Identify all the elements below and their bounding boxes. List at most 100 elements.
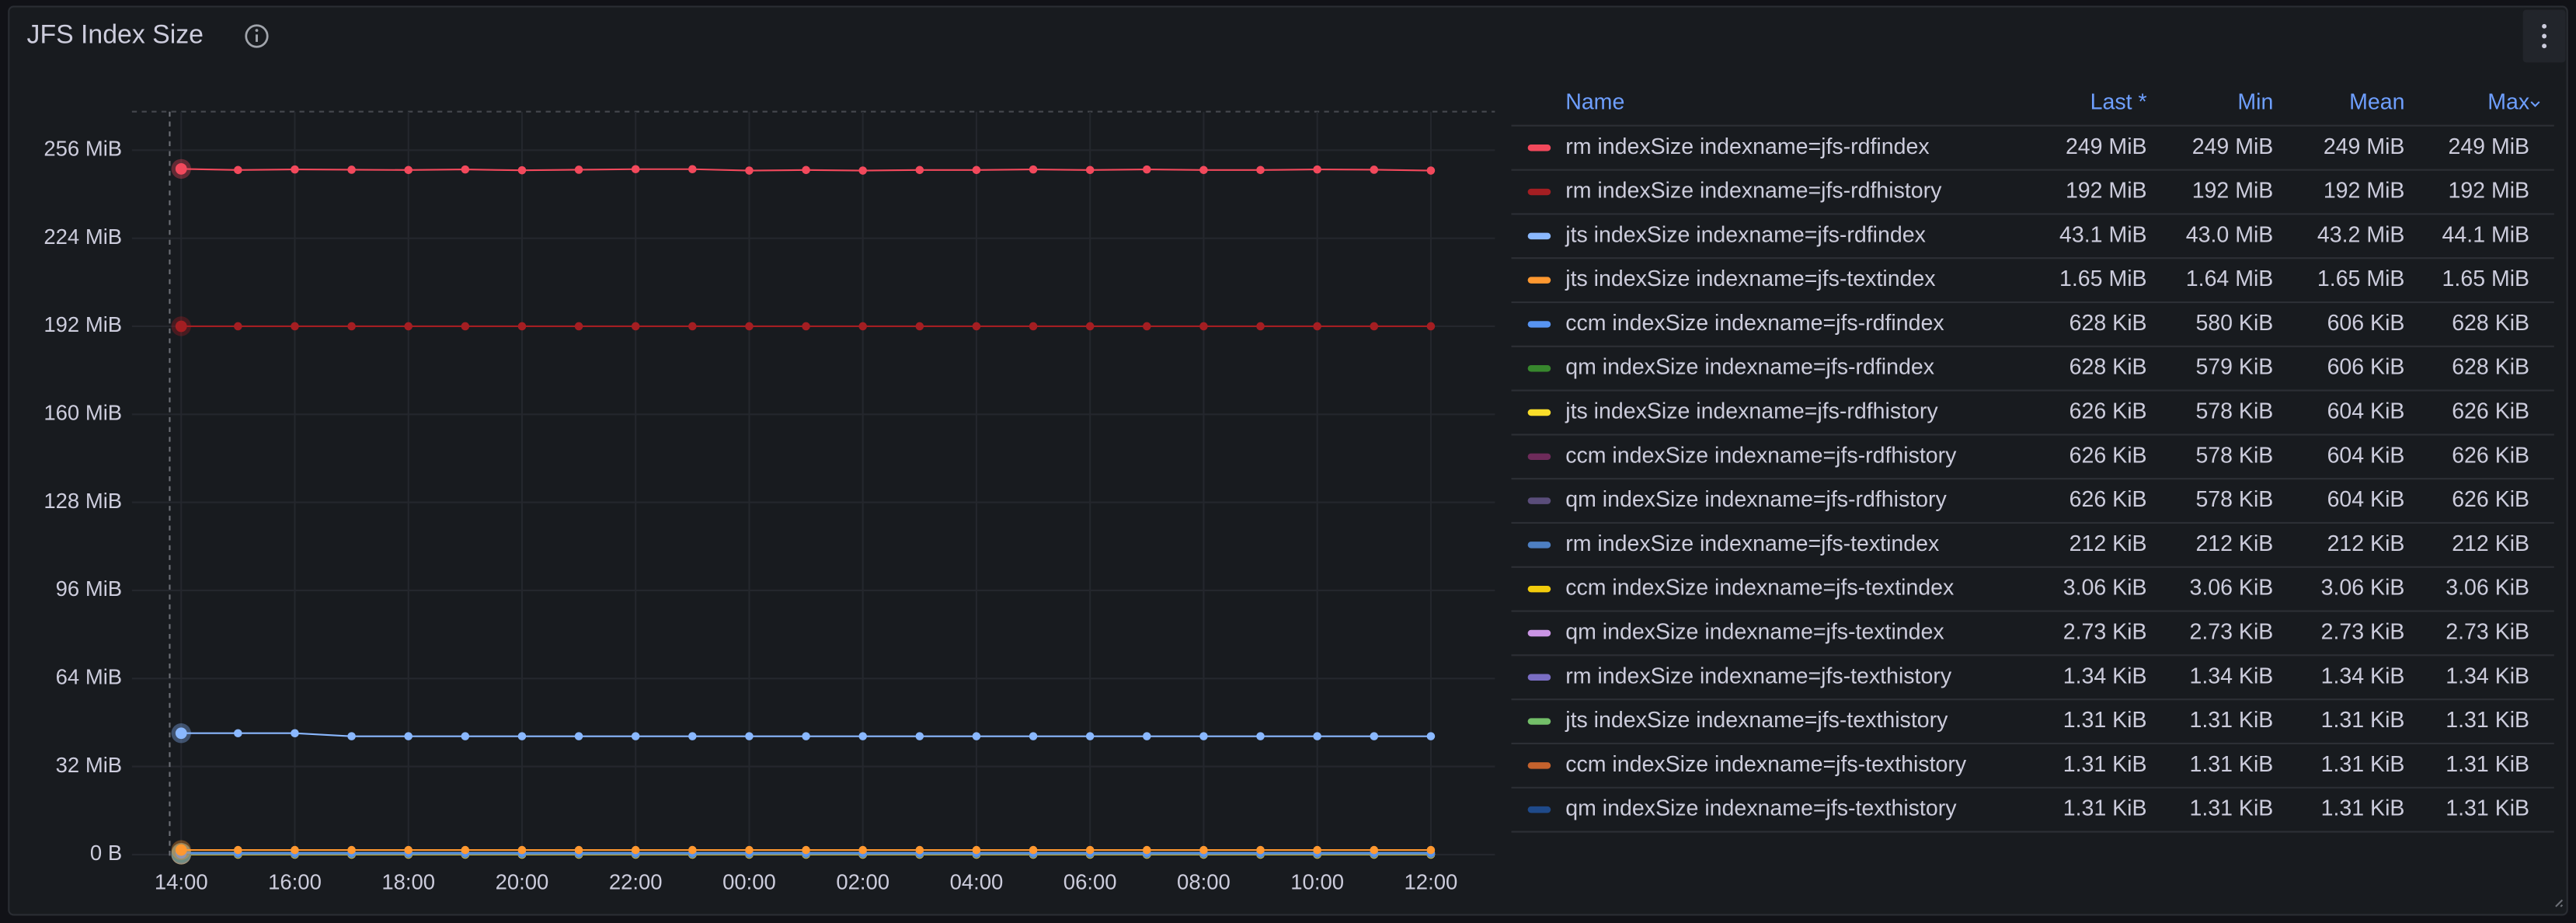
legend-value: 249 MiB bbox=[2192, 134, 2274, 159]
legend-value: 212 KiB bbox=[2070, 531, 2147, 556]
legend-value: 1.65 MiB bbox=[2059, 266, 2147, 291]
legend-value: 1.64 MiB bbox=[2186, 266, 2274, 291]
panel-title: JFS Index Size bbox=[27, 19, 204, 49]
legend-value: 1.31 KiB bbox=[2063, 752, 2147, 777]
legend-name: rm indexSize indexname=jfs-rdfindex bbox=[1565, 134, 1929, 159]
menu-button[interactable] bbox=[2522, 9, 2566, 63]
legend-name: qm indexSize indexname=jfs-rdfindex bbox=[1565, 355, 1934, 380]
point bbox=[688, 322, 697, 331]
point bbox=[347, 732, 356, 740]
point bbox=[972, 732, 981, 740]
point bbox=[347, 322, 356, 331]
point bbox=[631, 732, 640, 740]
legend-swatch bbox=[1527, 232, 1551, 240]
legend-value: 3.06 KiB bbox=[2321, 576, 2405, 601]
legend-value: 1.34 KiB bbox=[2190, 664, 2274, 688]
legend-name: jts indexSize indexname=jfs-texthistory bbox=[1565, 708, 1948, 733]
point bbox=[802, 165, 810, 175]
legend-value: 604 KiB bbox=[2327, 443, 2405, 468]
point bbox=[1143, 845, 1151, 855]
legend-value: 626 KiB bbox=[2070, 399, 2147, 424]
legend-value: 249 MiB bbox=[2066, 134, 2147, 159]
legend-value: 249 MiB bbox=[2448, 134, 2529, 159]
legend-value: 578 KiB bbox=[2195, 443, 2273, 468]
point bbox=[1085, 732, 1095, 740]
point bbox=[972, 845, 981, 855]
point bbox=[175, 163, 187, 175]
legend-swatch bbox=[1527, 585, 1551, 593]
point bbox=[1313, 165, 1321, 174]
point bbox=[1143, 322, 1151, 331]
legend-name: rm indexSize indexname=jfs-textindex bbox=[1565, 531, 1939, 556]
point bbox=[1143, 732, 1151, 740]
legend-value: 192 MiB bbox=[2448, 179, 2529, 204]
legend-name: rm indexSize indexname=jfs-texthistory bbox=[1565, 664, 1952, 688]
point bbox=[745, 166, 754, 175]
point bbox=[1313, 845, 1321, 855]
point bbox=[915, 322, 924, 331]
point bbox=[1085, 322, 1095, 331]
x-tick-label: 14:00 bbox=[155, 870, 208, 894]
legend-value: 1.31 KiB bbox=[2445, 752, 2529, 777]
legend-value: 192 MiB bbox=[2192, 179, 2274, 204]
point bbox=[1313, 732, 1321, 740]
legend-name: jts indexSize indexname=jfs-rdfindex bbox=[1565, 222, 1926, 247]
x-tick-label: 10:00 bbox=[1290, 870, 1344, 894]
legend-value: 212 KiB bbox=[2327, 531, 2405, 556]
point bbox=[574, 732, 583, 740]
legend-swatch bbox=[1527, 453, 1551, 461]
legend-header: Max bbox=[2487, 90, 2529, 115]
point bbox=[1426, 322, 1436, 331]
y-tick-label: 192 MiB bbox=[44, 312, 122, 336]
legend-value: 1.31 KiB bbox=[2190, 752, 2274, 777]
y-tick-label: 224 MiB bbox=[44, 225, 122, 249]
point bbox=[688, 732, 697, 740]
resize-handle[interactable] bbox=[2555, 899, 2564, 907]
point bbox=[234, 729, 242, 738]
point bbox=[1256, 165, 1265, 175]
legend-swatch bbox=[1527, 497, 1551, 504]
point bbox=[1199, 732, 1208, 740]
x-tick-label: 16:00 bbox=[268, 870, 322, 894]
legend-value: 606 KiB bbox=[2327, 311, 2405, 336]
point bbox=[858, 845, 867, 855]
point bbox=[1370, 322, 1379, 331]
legend-value: 626 KiB bbox=[2452, 399, 2529, 424]
y-tick-label: 0 B bbox=[90, 841, 122, 865]
legend-swatch bbox=[1527, 321, 1551, 328]
legend-value: 2.73 KiB bbox=[2063, 620, 2147, 645]
panel bbox=[8, 5, 2568, 916]
info-icon[interactable] bbox=[245, 24, 269, 48]
point bbox=[802, 732, 810, 740]
point bbox=[1199, 165, 1208, 175]
legend-value: 1.31 KiB bbox=[2063, 796, 2147, 821]
x-tick-label: 02:00 bbox=[836, 870, 889, 894]
point bbox=[291, 845, 299, 855]
legend-name: jts indexSize indexname=jfs-textindex bbox=[1565, 266, 1935, 291]
y-tick-label: 128 MiB bbox=[44, 489, 122, 513]
point bbox=[517, 845, 527, 855]
legend-name: qm indexSize indexname=jfs-texthistory bbox=[1565, 796, 1957, 821]
point bbox=[972, 322, 981, 331]
legend-swatch bbox=[1527, 629, 1551, 637]
point bbox=[858, 322, 867, 331]
point bbox=[574, 165, 583, 174]
x-tick-label: 08:00 bbox=[1177, 870, 1231, 894]
point bbox=[461, 732, 470, 740]
legend-value: 1.31 KiB bbox=[2190, 708, 2274, 733]
point bbox=[915, 165, 924, 175]
point bbox=[175, 844, 187, 856]
legend-value: 606 KiB bbox=[2327, 355, 2405, 380]
legend-value: 2.73 KiB bbox=[2445, 620, 2529, 645]
legend-swatch bbox=[1527, 542, 1551, 549]
x-tick-label: 06:00 bbox=[1063, 870, 1117, 894]
legend-value: 578 KiB bbox=[2195, 487, 2273, 512]
point bbox=[915, 845, 924, 855]
point bbox=[688, 845, 697, 855]
legend-value: 628 KiB bbox=[2070, 311, 2147, 336]
x-tick-label: 20:00 bbox=[496, 870, 549, 894]
legend-value: 1.65 MiB bbox=[2317, 266, 2405, 291]
legend-value: 2.73 KiB bbox=[2321, 620, 2405, 645]
point bbox=[745, 845, 754, 855]
